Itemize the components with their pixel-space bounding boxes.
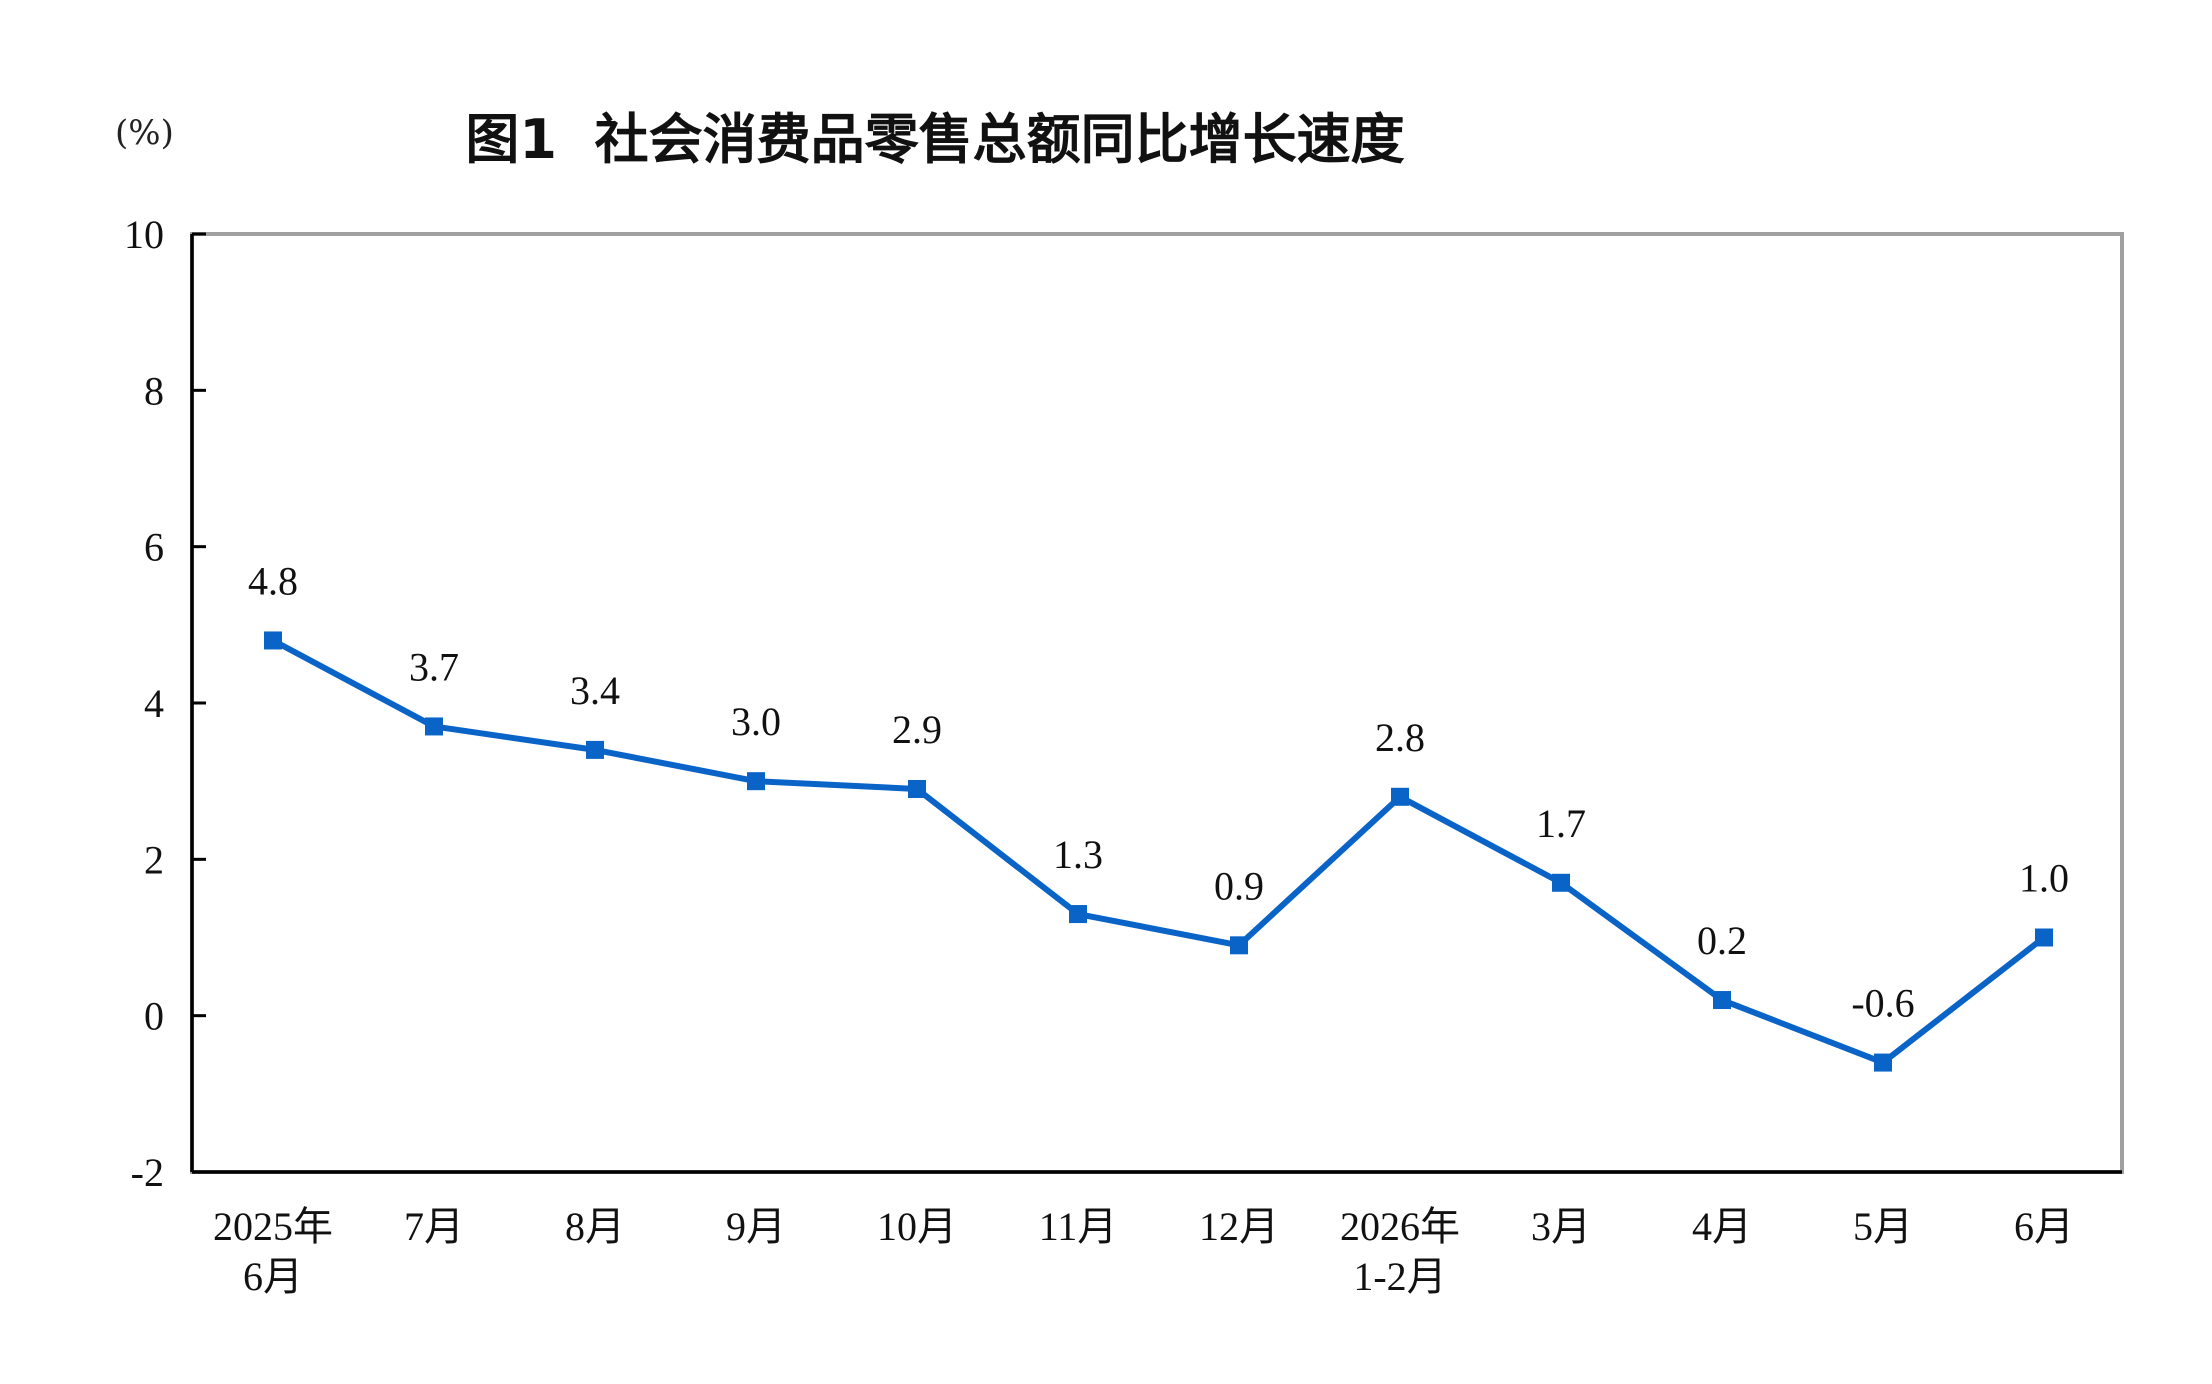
y-tick-label: -2 — [131, 1150, 164, 1195]
data-point-marker — [2035, 928, 2053, 947]
x-tick-label: 10月 — [877, 1204, 957, 1249]
data-point-marker — [264, 631, 282, 650]
data-label: 0.2 — [1697, 918, 1747, 963]
data-label: 3.0 — [731, 699, 781, 744]
x-tick-label: 7月 — [404, 1204, 464, 1249]
y-unit-label: (%) — [115, 113, 174, 153]
data-point-marker — [425, 717, 443, 736]
data-label: 3.4 — [570, 668, 620, 713]
data-point-marker — [1874, 1053, 1892, 1072]
x-tick-label: 6月 — [2014, 1204, 2074, 1249]
series-line — [271, 637, 2046, 1066]
x-tick-label: 8月 — [565, 1204, 625, 1249]
data-point-marker — [1069, 905, 1087, 924]
plot-frame — [190, 232, 2124, 1174]
x-tick-label: 12月 — [1199, 1204, 1279, 1249]
data-point-marker — [1391, 787, 1409, 806]
x-tick-label: 6月 — [243, 1254, 303, 1299]
data-label: 1.7 — [1536, 801, 1586, 846]
data-point-marker — [908, 779, 926, 798]
data-label: 0.9 — [1214, 863, 1264, 908]
chart-title: 图1 社会消费品零售总额同比增长速度 — [465, 108, 1404, 171]
data-label: 3.7 — [409, 644, 459, 689]
x-tick-label: 1-2月 — [1353, 1254, 1446, 1299]
x-tick-label: 2026年 — [1340, 1204, 1460, 1249]
data-point-marker — [1713, 991, 1731, 1010]
data-label: 2.9 — [892, 707, 942, 752]
x-tick-label: 5月 — [1853, 1204, 1913, 1249]
y-tick-label: 4 — [144, 681, 164, 726]
data-point-marker — [1230, 936, 1248, 955]
y-tick-label: 2 — [144, 837, 164, 882]
x-tick-label: 11月 — [1039, 1204, 1118, 1249]
data-labels: 4.8 3.7 3.4 3.0 2.9 1.3 0.9 2.8 1.7 0.2 -0.6 1.0 — [248, 558, 2069, 1025]
y-tick-label: 10 — [124, 212, 164, 257]
data-label: 1.3 — [1053, 832, 1103, 877]
y-tick-label: 6 — [144, 525, 164, 570]
x-tick-label: 3月 — [1531, 1204, 1591, 1249]
x-tick-label: 2025年 — [213, 1204, 333, 1249]
data-point-marker — [747, 772, 765, 791]
x-tick-label: 4月 — [1692, 1204, 1752, 1249]
y-axis-ticks: -2 0 2 4 6 8 10 — [124, 212, 206, 1195]
data-point-marker — [586, 740, 604, 759]
data-label: 4.8 — [248, 558, 298, 603]
data-label: 2.8 — [1375, 715, 1425, 760]
x-tick-label: 9月 — [726, 1204, 786, 1249]
data-label: 1.0 — [2019, 856, 2069, 901]
data-label: -0.6 — [1851, 981, 1914, 1026]
series-group — [264, 631, 2053, 1072]
x-axis-ticks: 2025年 6月 7月 8月 9月 10月 11月 12月 2026年 1-2月 3月 4月 5月 6月 — [213, 1204, 2074, 1299]
data-point-marker — [1552, 873, 1570, 892]
y-tick-label: 0 — [144, 994, 164, 1039]
y-tick-label: 8 — [144, 368, 164, 413]
